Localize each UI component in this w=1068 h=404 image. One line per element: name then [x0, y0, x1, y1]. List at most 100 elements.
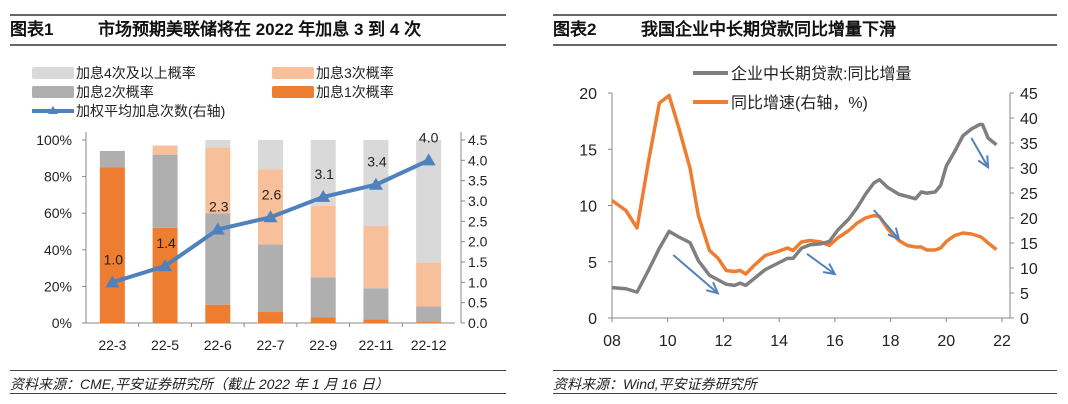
chart-title: 图表1 市场预期美联储将在 2022 年加息 3 到 4 次	[10, 17, 506, 43]
legend-label: 加息4次及以上概率	[76, 65, 196, 81]
bar-segment	[310, 205, 336, 278]
legend-swatch	[272, 67, 314, 79]
title-bottom-rule	[10, 44, 506, 46]
data-label: 4.0	[419, 129, 439, 145]
title-bottom-rule	[553, 44, 1057, 46]
bar-segment	[310, 317, 336, 323]
line-marker	[210, 222, 225, 235]
line-marker	[158, 259, 173, 272]
x-tick-label: 18	[882, 333, 900, 350]
x-tick-label: 14	[770, 333, 788, 350]
y-tick-label: 80%	[44, 169, 72, 185]
y2-tick-label: 4.5	[468, 132, 488, 148]
data-label: 1.0	[104, 251, 124, 267]
y2-tick-label: 0	[1020, 311, 1029, 328]
line-marker	[316, 189, 331, 202]
x-tick-label: 22-9	[309, 337, 337, 353]
chart-panel-1: 图表1 市场预期美联储将在 2022 年加息 3 到 4 次 加息4次及以上概率加…	[10, 0, 506, 404]
y-tick-label: 60%	[44, 205, 72, 221]
line-marker	[368, 177, 383, 190]
x-tick-label: 16	[826, 333, 844, 350]
source-note: 资料来源：CME,平安证券研究所（截止 2022 年 1 月 16 日）	[10, 376, 389, 392]
y2-tick-label: 1.0	[468, 274, 488, 290]
x-tick-label: 22-5	[151, 337, 179, 353]
loan-increment-line	[611, 122, 998, 294]
data-label: 2.3	[209, 198, 229, 214]
source-top-rule	[553, 370, 1057, 371]
trend-arrow-shaft	[806, 253, 836, 275]
legend-label: 加息1次概率	[316, 84, 394, 100]
trend-arrow-head-icon	[706, 281, 720, 295]
y2-tick-label: 15	[1020, 236, 1038, 253]
trend-arrow-head-icon	[822, 263, 837, 276]
bar-segment	[258, 312, 283, 323]
y-tick-label: 100%	[36, 132, 72, 148]
legend-swatch	[32, 86, 74, 98]
legend-triangle-marker	[48, 106, 58, 114]
line-marker	[421, 153, 436, 166]
y-tick-label: 15	[579, 142, 597, 159]
x-tick-label: 22-6	[204, 337, 232, 353]
bar-segment	[152, 145, 178, 155]
y2-tick-label: 45	[1020, 86, 1038, 103]
bar-segment	[416, 262, 442, 307]
title-top-rule	[10, 14, 506, 16]
line-marker	[105, 275, 120, 288]
source-bottom-rule	[553, 393, 1057, 394]
bar-segment	[416, 322, 442, 323]
x-tick-label: 22-11	[359, 337, 394, 353]
legend-label: 加息3次概率	[316, 65, 394, 81]
bar-segment	[363, 288, 389, 320]
bar-segment	[99, 167, 125, 323]
bar-segment	[99, 150, 125, 168]
y2-tick-label: 35	[1020, 136, 1038, 153]
legend-swatch	[272, 86, 314, 98]
y-tick-label: 5	[588, 255, 597, 272]
y2-tick-label: 2.5	[468, 213, 488, 229]
y2-tick-label: 3.0	[468, 193, 488, 209]
line-chart: 0 5 10 15 20 0 5 10 15 20 25 30 35 40 45 08 10 12 14 16 18 20…	[579, 65, 1038, 350]
trend-arrow-shaft	[970, 137, 989, 168]
line-marker	[263, 210, 278, 223]
y-tick-label: 20	[579, 86, 597, 103]
trend-arrow-shaft	[672, 254, 719, 295]
bar-segment	[152, 154, 178, 228]
legend-swatch	[32, 67, 74, 79]
trend-arrow-head-icon	[887, 227, 901, 241]
chart-title-text: 市场预期美联储将在 2022 年加息 3 到 4 次	[98, 20, 422, 39]
legend-label: 企业中长期贷款:同比增量	[731, 65, 911, 83]
x-tick-label: 20	[937, 333, 955, 350]
x-tick-label: 22-3	[98, 337, 126, 353]
y2-tick-label: 5	[1020, 286, 1029, 303]
x-tick-label: 22-7	[256, 337, 284, 353]
trend-arrow-shaft	[873, 209, 900, 240]
y-tick-label: 20%	[44, 278, 72, 294]
y-tick-label: 10	[579, 199, 597, 216]
chart-number: 图表2	[553, 20, 597, 39]
data-label: 3.4	[367, 154, 387, 170]
bar-segment	[310, 277, 336, 318]
source-note: 资料来源：Wind,平安证券研究所	[553, 376, 757, 392]
chart-number: 图表1	[10, 20, 54, 39]
y2-tick-label: 4.0	[468, 152, 488, 168]
bar-segment	[258, 244, 283, 313]
y2-tick-label: 0.5	[468, 295, 488, 311]
x-tick-label: 08	[603, 333, 621, 350]
bar-segment	[363, 226, 389, 289]
trend-arrow-head-icon	[977, 155, 990, 170]
legend-label: 同比增速(右轴，%)	[731, 94, 868, 112]
y2-tick-label: 10	[1020, 261, 1038, 278]
y-tick-label: 40%	[44, 242, 72, 258]
chart-title-text: 我国企业中长期贷款同比增量下滑	[641, 20, 896, 39]
y-tick-label: 0	[588, 311, 597, 328]
y-tick-label: 0%	[52, 315, 72, 331]
data-label: 2.6	[262, 186, 282, 202]
bar-segment	[152, 227, 178, 323]
bar-segment	[363, 319, 389, 323]
bar-segment	[205, 304, 231, 323]
y2-tick-label: 0.0	[468, 315, 488, 331]
y2-tick-label: 3.5	[468, 173, 488, 189]
y2-tick-label: 2.0	[468, 234, 488, 250]
bar-segment	[205, 140, 231, 148]
